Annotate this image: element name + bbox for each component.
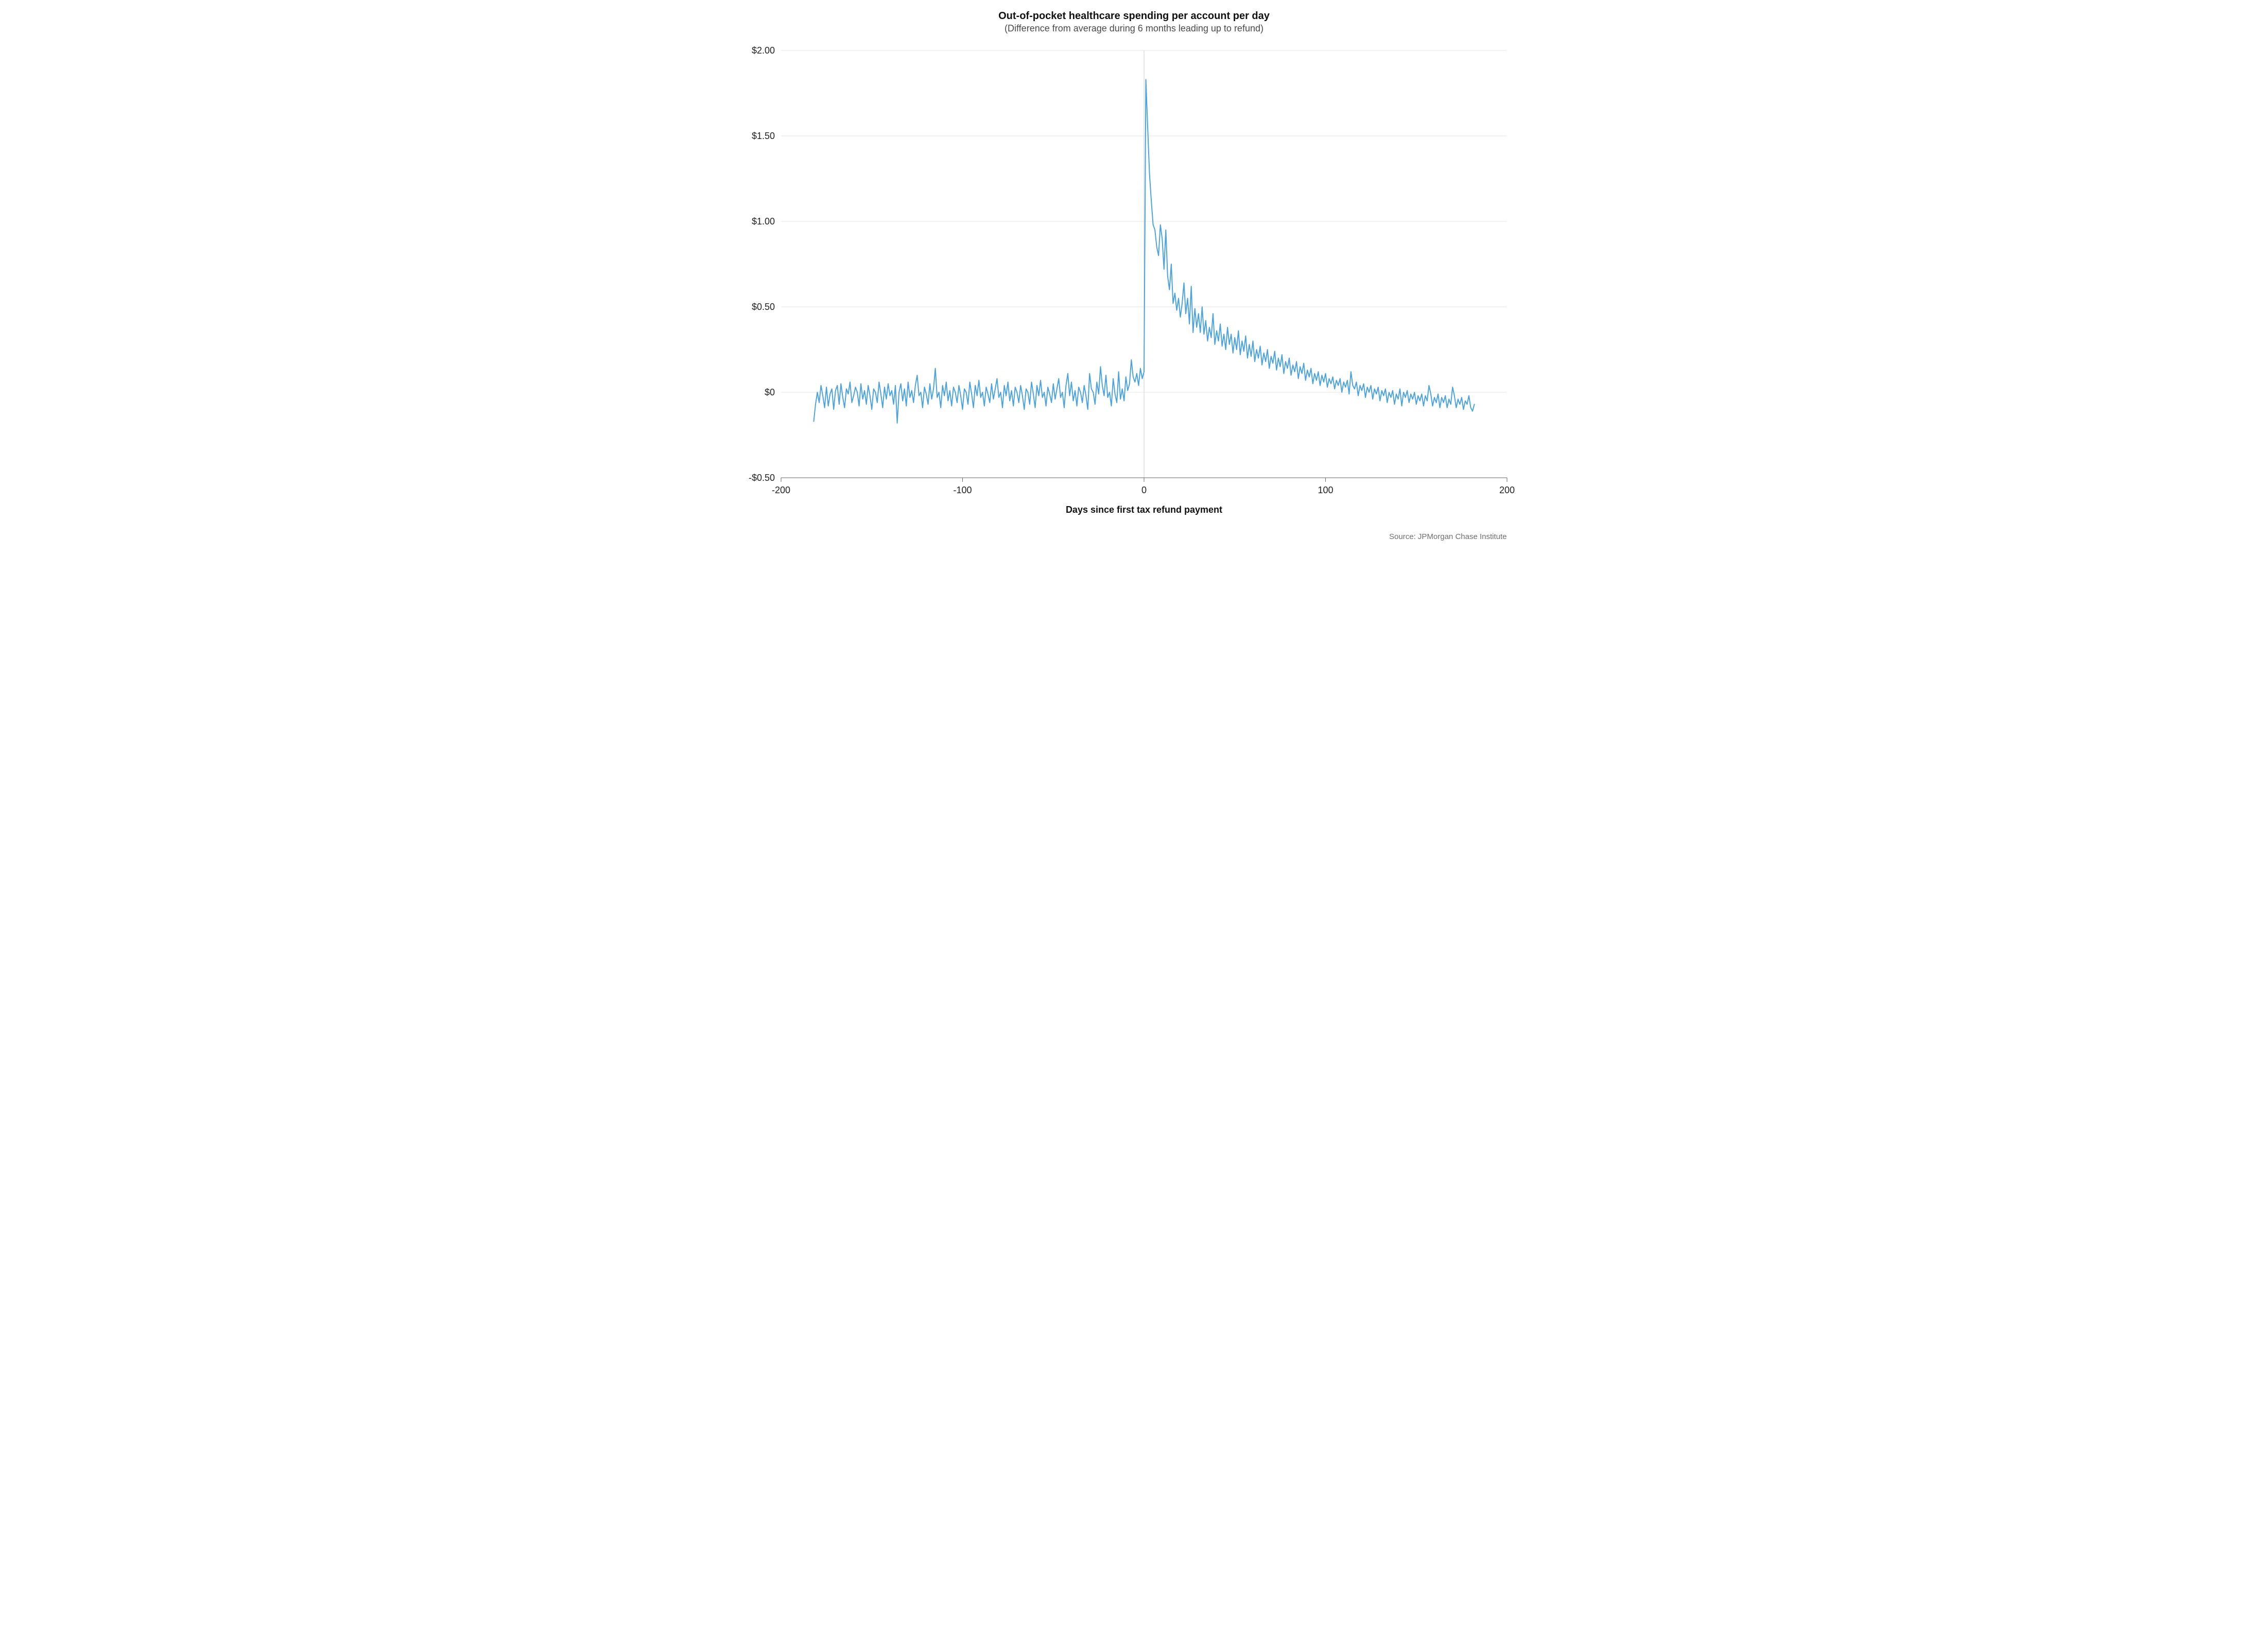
x-tick-label: -200 — [771, 485, 790, 495]
chart-plot-area: -$0.50 $0 $0.50 $1.00 $1.50 $2.00 -200 -100 0 100… — [741, 45, 1528, 529]
x-tick-label: -100 — [953, 485, 972, 495]
x-tick-label: 100 — [1318, 485, 1333, 495]
y-tick-label: $0 — [764, 387, 774, 397]
chart-title: Out-of-pocket healthcare spending per ac… — [741, 10, 1528, 22]
y-tick-label: $0.50 — [751, 302, 774, 312]
x-tick-label: 200 — [1499, 485, 1514, 495]
chart-container: Out-of-pocket healthcare spending per ac… — [741, 0, 1528, 546]
y-tick-label: -$0.50 — [748, 473, 774, 483]
y-tick-label: $1.50 — [751, 131, 774, 141]
chart-subtitle: (Difference from average during 6 months… — [741, 23, 1528, 34]
chart-svg: -$0.50 $0 $0.50 $1.00 $1.50 $2.00 -200 -100 0 100… — [741, 45, 1528, 529]
chart-source: Source: JPMorgan Chase Institute — [741, 529, 1528, 541]
y-tick-label: $1.00 — [751, 216, 774, 227]
x-axis-title: Days since first tax refund payment — [1065, 505, 1222, 515]
x-tick-label: 0 — [1141, 485, 1146, 495]
y-tick-label: $2.00 — [751, 45, 774, 56]
